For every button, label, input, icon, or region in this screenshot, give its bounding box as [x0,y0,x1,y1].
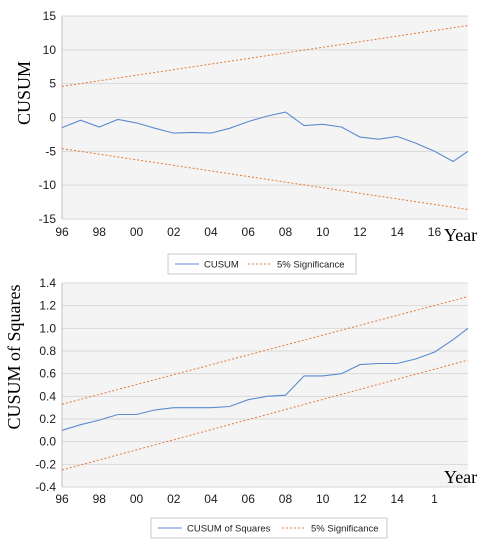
cusum-squares-legend-label-significance: 5% Significance [311,524,379,535]
cusum-squares-x-tick-label: 12 [353,492,367,506]
cusum-squares-y-tick-label: 1.4 [39,276,56,290]
cusum-squares-y-ticks: -0.4 -0.2 0.0 0.2 0.4 0.6 0.8 1.0 1.2 1.4 [35,276,56,494]
cusum-squares-y-tick-label: 1.0 [39,321,56,335]
cusum-x-tick-label: 02 [167,225,181,239]
cusum-squares-x-tick-label: 08 [279,492,293,506]
cusum-y-axis-label: CUSUM [14,61,34,125]
cusum-legend: CUSUM 5% Significance [168,254,356,274]
cusum-y-tick-label: 0 [49,111,56,125]
cusum-squares-x-tick-label: 04 [204,492,218,506]
cusum-x-tick-label: 96 [55,225,69,239]
cusum-chart: -15 -10 -5 0 5 10 15 96 98 00 02 04 06 08 10 12 14 16 CU… [14,9,477,274]
cusum-squares-x-tick-label: 96 [55,492,69,506]
cusum-squares-legend-label-cusum: CUSUM of Squares [187,524,271,535]
cusum-x-tick-label: 14 [391,225,405,239]
cusum-squares-y-tick-label: 0.8 [39,344,56,358]
cusum-x-tick-label: 08 [279,225,293,239]
cusum-squares-y-tick-label: 0.0 [39,435,56,449]
cusum-squares-x-axis-label: Year [444,467,477,487]
cusum-squares-plot-area [62,283,468,487]
cusum-squares-x-tick-label: 1 [431,492,438,506]
cusum-legend-label-significance: 5% Significance [277,260,345,271]
cusum-y-tick-label: -15 [39,212,57,226]
cusum-squares-x-tick-label: 06 [242,492,256,506]
cusum-squares-x-tick-label: 00 [130,492,144,506]
cusum-y-tick-label: 15 [43,9,57,23]
cusum-x-tick-label: 12 [353,225,367,239]
cusum-x-tick-label: 00 [130,225,144,239]
cusum-y-tick-label: -10 [39,178,57,192]
cusum-y-ticks: -15 -10 -5 0 5 10 15 [39,9,57,226]
cusum-x-tick-label: 06 [242,225,256,239]
cusum-y-tick-label: 5 [49,77,56,91]
cusum-legend-label-cusum: CUSUM [204,260,239,271]
cusum-squares-y-tick-label: 1.2 [39,299,56,313]
cusum-squares-y-axis-label: CUSUM of Squares [4,284,24,429]
cusum-squares-x-tick-label: 98 [93,492,107,506]
cusum-squares-chart: -0.4 -0.2 0.0 0.2 0.4 0.6 0.8 1.0 1.2 1.4 96 98 00 0… [4,276,477,538]
cusum-squares-y-tick-label: 0.4 [39,389,56,403]
cusum-x-tick-label: 04 [204,225,218,239]
cusum-squares-x-tick-label: 02 [167,492,181,506]
cusum-squares-legend: CUSUM of Squares 5% Significance [151,518,387,538]
cusum-y-tick-label: 10 [43,43,57,57]
cusum-x-ticks: 96 98 00 02 04 06 08 10 12 14 16 [55,225,441,239]
cusum-x-tick-label: 10 [316,225,330,239]
cusum-squares-x-ticks: 96 98 00 02 04 06 08 10 12 14 1 [55,492,438,506]
cusum-squares-y-tick-label: -0.2 [35,457,56,471]
cusum-squares-x-tick-label: 14 [391,492,405,506]
cusum-x-tick-label: 98 [93,225,107,239]
cusum-y-tick-label: -5 [45,144,56,158]
cusum-squares-y-tick-label: 0.6 [39,367,56,381]
cusum-x-tick-label: 16 [428,225,442,239]
cusum-squares-x-tick-label: 10 [316,492,330,506]
cusum-squares-y-tick-label: -0.4 [35,480,56,494]
cusum-squares-y-tick-label: 0.2 [39,412,56,426]
cusum-x-axis-label: Year [444,225,477,245]
